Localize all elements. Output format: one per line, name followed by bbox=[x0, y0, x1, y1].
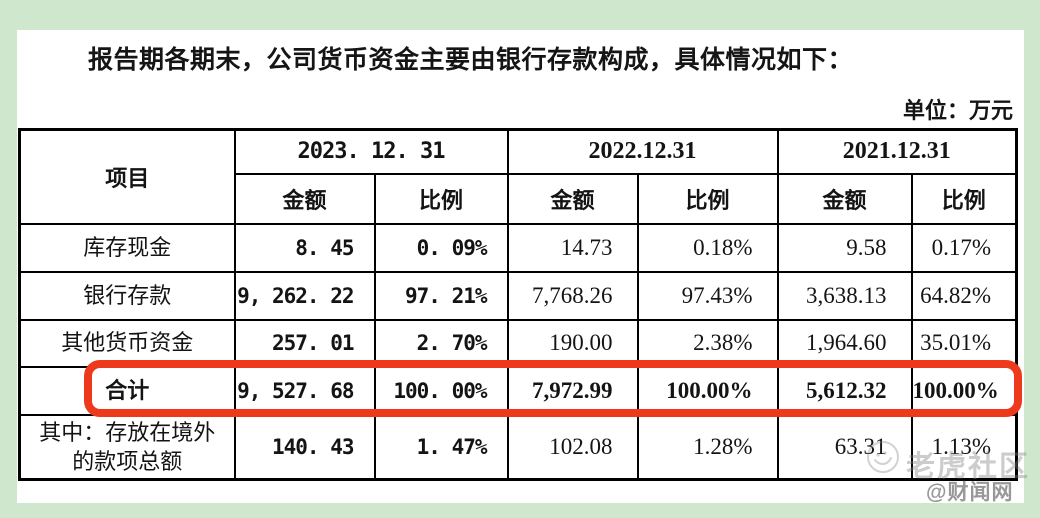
cell-2021-ratio: 100.00% bbox=[910, 365, 1018, 416]
table-row-bank-deposits: 银行存款 9, 262. 22 97. 21% 7,768.26 97.43% … bbox=[18, 270, 1018, 321]
column-header-period-2023: 2023. 12. 31 bbox=[233, 128, 509, 175]
cell-2023-ratio: 97. 21% bbox=[373, 270, 509, 321]
intro-paragraph: 报告期各期末，公司货币资金主要由银行存款构成，具体情况如下： bbox=[88, 47, 854, 74]
cell-2022-amount: 7,972.99 bbox=[506, 365, 639, 416]
cell-2023-amount: 257. 01 bbox=[233, 318, 376, 368]
row-label: 银行存款 bbox=[18, 270, 236, 321]
column-header-ratio-2023: 比例 bbox=[373, 172, 509, 225]
row-label: 库存现金 bbox=[18, 222, 236, 273]
cell-2021-amount: 1,964.60 bbox=[776, 318, 913, 368]
cell-2022-ratio: 1.28% bbox=[636, 413, 779, 481]
tiger-logo-icon bbox=[867, 441, 899, 473]
cell-2022-amount: 14.73 bbox=[506, 222, 639, 273]
column-header-period-2022: 2022.12.31 bbox=[506, 128, 779, 175]
cell-2023-amount: 140. 43 bbox=[233, 413, 376, 481]
cell-2022-ratio: 2.38% bbox=[636, 318, 779, 368]
unit-label: 单位：万元 bbox=[902, 98, 1013, 123]
column-header-item: 项目 bbox=[18, 128, 236, 225]
cell-2023-ratio: 2. 70% bbox=[373, 318, 509, 368]
cell-2021-ratio: 1.13% bbox=[910, 413, 1018, 481]
cell-2023-amount: 9, 262. 22 bbox=[233, 270, 376, 321]
cell-2021-ratio: 64.82% bbox=[910, 270, 1018, 321]
watermark-source-label: @财闻网 bbox=[926, 481, 1014, 504]
cell-2021-ratio: 35.01% bbox=[910, 318, 1018, 368]
column-header-amount-2023: 金额 bbox=[233, 172, 376, 225]
row-label-total: 合计 bbox=[18, 365, 236, 416]
row-label: 其他货币资金 bbox=[18, 318, 236, 368]
cell-2023-ratio: 1. 47% bbox=[373, 413, 509, 481]
cell-2021-ratio: 0.17% bbox=[910, 222, 1018, 273]
cell-2022-amount: 190.00 bbox=[506, 318, 639, 368]
row-label: 其中：存放在境外 的款项总额 bbox=[18, 413, 236, 481]
cell-2023-amount: 9, 527. 68 bbox=[233, 365, 376, 416]
column-header-amount-2021: 金额 bbox=[776, 172, 913, 225]
table-row-total: 合计 9, 527. 68 100. 00% 7,972.99 100.00% … bbox=[18, 365, 1018, 416]
cell-2023-ratio: 0. 09% bbox=[373, 222, 509, 273]
watermark-community-label: 老虎社区 bbox=[906, 451, 1031, 483]
table-row-overseas-deposits: 其中：存放在境外 的款项总额 140. 43 1. 47% 102.08 1.2… bbox=[18, 413, 1018, 481]
header-row-subcolumns: 金额 比例 金额 比例 金额 比例 bbox=[20, 172, 1018, 225]
monetary-funds-table: 项目 2023. 12. 31 2022.12.31 2021.12.31 金额… bbox=[18, 128, 1019, 481]
cell-2022-amount: 7,768.26 bbox=[506, 270, 639, 321]
cell-2021-amount: 63.31 bbox=[776, 413, 913, 481]
column-header-amount-2022: 金额 bbox=[506, 172, 639, 225]
cell-2023-ratio: 100. 00% bbox=[373, 365, 509, 416]
column-header-ratio-2022: 比例 bbox=[636, 172, 779, 225]
cell-2023-amount: 8. 45 bbox=[233, 222, 376, 273]
column-header-ratio-2021: 比例 bbox=[910, 172, 1018, 225]
cell-2021-amount: 5,612.32 bbox=[776, 365, 913, 416]
cell-2022-amount: 102.08 bbox=[506, 413, 639, 481]
cell-2022-ratio: 100.00% bbox=[636, 365, 779, 416]
cell-2022-ratio: 97.43% bbox=[636, 270, 779, 321]
header-row-periods: 项目 2023. 12. 31 2022.12.31 2021.12.31 bbox=[18, 128, 1018, 225]
column-header-period-2021: 2021.12.31 bbox=[776, 128, 1018, 175]
cell-2021-amount: 3,638.13 bbox=[776, 270, 913, 321]
table-row-other-monetary-funds: 其他货币资金 257. 01 2. 70% 190.00 2.38% 1,964… bbox=[18, 318, 1018, 368]
table-row-cash-on-hand: 库存现金 8. 45 0. 09% 14.73 0.18% 9.58 0.17% bbox=[18, 222, 1018, 273]
cell-2022-ratio: 0.18% bbox=[636, 222, 779, 273]
cell-2021-amount: 9.58 bbox=[776, 222, 913, 273]
